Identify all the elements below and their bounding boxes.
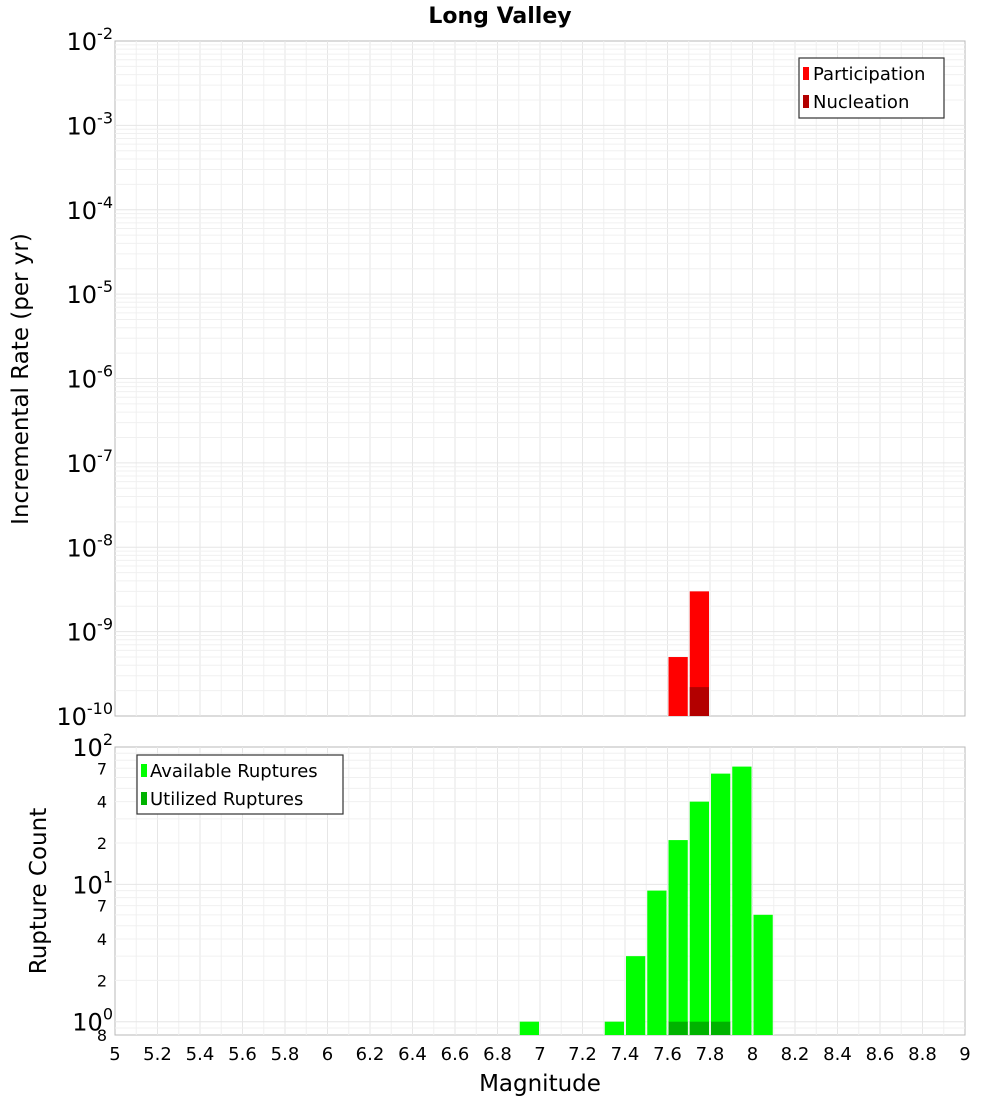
top-plot-grid	[114, 40, 966, 717]
top-y-tick-label: 10-6	[67, 362, 114, 394]
bottom-y-minor-tick-label: 2	[97, 971, 107, 990]
x-tick-label: 7.2	[568, 1044, 597, 1065]
x-tick-label: 5.6	[228, 1044, 257, 1065]
x-tick-label: 8.8	[908, 1044, 937, 1065]
top-legend-box	[798, 57, 945, 119]
x-tick-label: 5.8	[271, 1044, 300, 1065]
bottom-bar-available-ruptures	[753, 914, 773, 1035]
top-plot-bars	[668, 591, 709, 716]
x-tick-label: 6	[322, 1044, 333, 1065]
x-tick-label: 5.4	[186, 1044, 215, 1065]
legend-swatch-participation	[803, 67, 809, 80]
bottom-bar-utilized-ruptures	[668, 1021, 688, 1035]
bottom-bar-utilized-ruptures	[689, 1021, 709, 1035]
x-tick-label: 5	[109, 1044, 120, 1065]
x-tick-label: 6.6	[441, 1044, 470, 1065]
x-tick-label: 7.8	[696, 1044, 725, 1065]
x-tick-label: 8	[747, 1044, 758, 1065]
bottom-bar-available-ruptures	[732, 766, 752, 1035]
bottom-bar-available-ruptures	[647, 890, 667, 1035]
bottom-y-minor-tick-label: 4	[97, 793, 107, 812]
x-axis-label: Magnitude	[479, 1071, 601, 1097]
bottom-y-tick-label: 101	[72, 867, 113, 899]
top-bar-participation	[668, 657, 688, 716]
bottom-bar-available-ruptures	[689, 801, 709, 1035]
bottom-y-minor-tick-label: 8	[97, 1026, 107, 1045]
bottom-plot-bars	[519, 766, 773, 1035]
bottom-y-minor-tick-label: 7	[97, 759, 107, 778]
x-tick-label: 6.2	[356, 1044, 385, 1065]
bottom-y-tick-label: 100	[72, 1005, 113, 1037]
x-tick-label: 8.4	[823, 1044, 852, 1065]
bottom-y-tick-label: 102	[72, 730, 113, 762]
legend-label-nucleation: Nucleation	[813, 92, 909, 113]
top-y-tick-label: 10-10	[56, 699, 113, 731]
legend-label-available-ruptures: Available Ruptures	[150, 761, 318, 782]
legend-swatch-available-ruptures	[141, 764, 147, 777]
bottom-bar-available-ruptures	[626, 956, 646, 1035]
top-y-tick-label: 10-4	[67, 193, 114, 225]
top-y-tick-label: 10-5	[67, 277, 114, 309]
chart-title: Long Valley	[428, 4, 571, 29]
bottom-y-minor-tick-label: 4	[97, 930, 107, 949]
x-tick-label: 7.6	[653, 1044, 682, 1065]
bottom-y-minor-tick-label: 2	[97, 834, 107, 853]
bottom-bar-available-ruptures	[604, 1021, 624, 1035]
top-y-tick-label: 10-8	[67, 530, 114, 562]
x-tick-label: 6.4	[398, 1044, 427, 1065]
x-tick-label: 7	[534, 1044, 545, 1065]
top-y-tick-label: 10-9	[67, 615, 114, 647]
bottom-bar-available-ruptures	[668, 840, 688, 1035]
tick-labels: 10-10 10-9 10-8 10-7 10-6 10-5 10-4 10-3 10-2 100…	[56, 24, 970, 1065]
top-y-tick-label: 10-3	[67, 108, 114, 140]
legend-label-participation: Participation	[813, 64, 925, 85]
legend-label-utilized-ruptures: Utilized Ruptures	[150, 789, 303, 810]
bottom-bar-utilized-ruptures	[711, 1021, 731, 1035]
top-y-tick-label: 10-7	[67, 446, 114, 478]
x-tick-label: 8.2	[781, 1044, 810, 1065]
x-tick-label: 8.6	[866, 1044, 895, 1065]
top-y-tick-label: 10-2	[67, 24, 114, 56]
top-bar-participation	[689, 591, 709, 716]
top-y-axis-label: Incremental Rate (per yr)	[8, 233, 34, 525]
x-tick-label: 7.4	[611, 1044, 640, 1065]
x-tick-label: 9	[959, 1044, 970, 1065]
chart-labels: Long Valley Incremental Rate (per yr) Ru…	[8, 4, 601, 1097]
top-legend: Participation Nucleation	[798, 57, 945, 119]
bottom-bar-available-ruptures	[519, 1021, 539, 1035]
bottom-legend: Available Ruptures Utilized Ruptures	[136, 754, 344, 815]
bottom-bar-available-ruptures	[711, 773, 731, 1035]
bottom-y-axis-label: Rupture Count	[26, 808, 52, 974]
x-tick-label: 6.8	[483, 1044, 512, 1065]
top-bar-nucleation	[689, 687, 709, 716]
x-tick-label: 5.2	[143, 1044, 172, 1065]
bottom-y-minor-tick-label: 7	[97, 897, 107, 916]
legend-swatch-nucleation	[803, 95, 809, 108]
bottom-legend-box	[136, 754, 344, 815]
legend-swatch-utilized-ruptures	[141, 792, 147, 805]
